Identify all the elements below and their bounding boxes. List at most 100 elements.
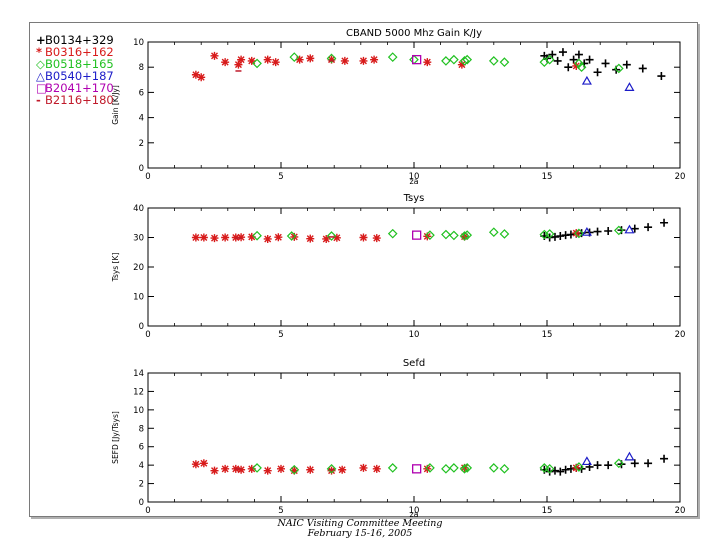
legend: +B0134+329 * B0316+162 ◇B0518+165 △B0540+187… bbox=[36, 34, 114, 106]
data-point bbox=[462, 230, 473, 240]
series-B0540+187 bbox=[581, 451, 635, 466]
data-point bbox=[210, 466, 219, 475]
data-point bbox=[613, 63, 624, 74]
marker-star bbox=[423, 58, 432, 67]
marker-star bbox=[221, 58, 230, 67]
marker-plus bbox=[569, 55, 578, 64]
y-tick-label: 2 bbox=[139, 139, 144, 149]
data-point bbox=[585, 55, 594, 64]
marker-diamond bbox=[574, 58, 584, 69]
marker-diamond bbox=[409, 54, 419, 65]
marker-diamond bbox=[459, 56, 470, 66]
legend-label: B2041+170 bbox=[45, 81, 114, 95]
data-point bbox=[286, 231, 297, 241]
data-point bbox=[295, 55, 304, 64]
data-point bbox=[263, 466, 272, 475]
data-point bbox=[449, 230, 459, 241]
marker-star bbox=[263, 234, 272, 243]
y-tick-label: 0 bbox=[139, 498, 144, 508]
data-point bbox=[488, 56, 499, 66]
data-point bbox=[574, 50, 583, 59]
legend-item: □B2041+170 bbox=[36, 82, 114, 94]
data-point bbox=[561, 465, 570, 474]
y-tick-label: 8 bbox=[139, 63, 144, 73]
chart-title: CBAND 5000 Mhz Gain K/Jy bbox=[346, 28, 482, 39]
marker-diamond bbox=[425, 230, 435, 240]
data-point bbox=[572, 61, 581, 70]
data-point bbox=[638, 64, 647, 73]
data-point bbox=[604, 461, 613, 470]
x-tick-label: 0 bbox=[145, 172, 150, 182]
marker-plus bbox=[644, 223, 653, 232]
legend-label: B0518+165 bbox=[45, 57, 114, 71]
y-tick-label: 6 bbox=[139, 88, 144, 98]
marker-plus bbox=[622, 60, 631, 69]
marker-star bbox=[263, 55, 272, 64]
marker-plus bbox=[593, 227, 602, 236]
x-tick-label: 5 bbox=[278, 330, 283, 340]
series-B0540+187 bbox=[581, 75, 635, 91]
data-point bbox=[412, 54, 422, 65]
data-point bbox=[221, 233, 230, 242]
marker-star bbox=[290, 466, 299, 475]
marker-star bbox=[327, 55, 336, 64]
y-tick-label: 20 bbox=[133, 263, 144, 273]
data-point bbox=[566, 464, 575, 473]
data-point bbox=[289, 52, 300, 62]
data-point bbox=[449, 54, 459, 65]
chart-title: Tsys bbox=[403, 193, 425, 204]
series-B2041+170 bbox=[412, 464, 422, 474]
data-point bbox=[617, 226, 626, 235]
data-point bbox=[387, 463, 398, 473]
data-point bbox=[644, 223, 653, 232]
data-point bbox=[544, 229, 555, 239]
data-point bbox=[574, 228, 584, 239]
marker-diamond bbox=[252, 230, 262, 241]
data-point bbox=[548, 50, 557, 59]
marker-star bbox=[210, 51, 219, 60]
series-B0540+187 bbox=[581, 224, 635, 236]
data-point bbox=[263, 55, 272, 64]
x-axis-label: za bbox=[409, 177, 418, 186]
data-point bbox=[441, 229, 451, 240]
data-point bbox=[593, 461, 602, 470]
marker-triangle bbox=[581, 226, 592, 236]
marker-star bbox=[221, 464, 230, 473]
marker-star bbox=[247, 232, 256, 241]
data-point bbox=[572, 229, 581, 238]
marker-plus bbox=[574, 50, 583, 59]
marker-plus bbox=[550, 232, 559, 241]
data-point bbox=[237, 233, 246, 242]
marker-diamond bbox=[441, 56, 451, 66]
data-point bbox=[210, 234, 219, 243]
y-tick-label: 8 bbox=[139, 424, 144, 434]
marker-diamond bbox=[544, 54, 555, 65]
data-point bbox=[322, 234, 331, 243]
marker-diamond bbox=[499, 463, 510, 474]
data-point bbox=[191, 233, 200, 242]
data-point bbox=[332, 233, 341, 242]
marker-diamond bbox=[286, 231, 297, 241]
marker-star bbox=[199, 459, 208, 468]
data-point bbox=[221, 58, 230, 67]
series-B0518+165 bbox=[252, 458, 624, 475]
marker-plus bbox=[604, 461, 613, 470]
marker-star bbox=[359, 233, 368, 242]
marker-star bbox=[338, 465, 347, 474]
data-point bbox=[441, 463, 451, 474]
data-point bbox=[191, 70, 200, 79]
marker-star bbox=[221, 233, 230, 242]
marker-diamond bbox=[462, 54, 473, 65]
marker-plus bbox=[638, 64, 647, 73]
marker-plus bbox=[604, 227, 613, 236]
marker-diamond bbox=[387, 228, 398, 239]
series-B2116+180 bbox=[235, 236, 335, 239]
data-point bbox=[459, 463, 470, 474]
legend-item: * B0316+162 bbox=[36, 46, 114, 58]
marker-plus bbox=[644, 459, 653, 468]
y-axis-label: Gain [K/Jy] bbox=[111, 85, 120, 125]
data-point bbox=[630, 459, 639, 468]
marker-star bbox=[306, 234, 315, 243]
chart-panel-2: 0 5 10 15 20 0 10 20 30 40 Tsys Tsys [K] bbox=[111, 193, 685, 340]
data-point bbox=[387, 228, 398, 239]
